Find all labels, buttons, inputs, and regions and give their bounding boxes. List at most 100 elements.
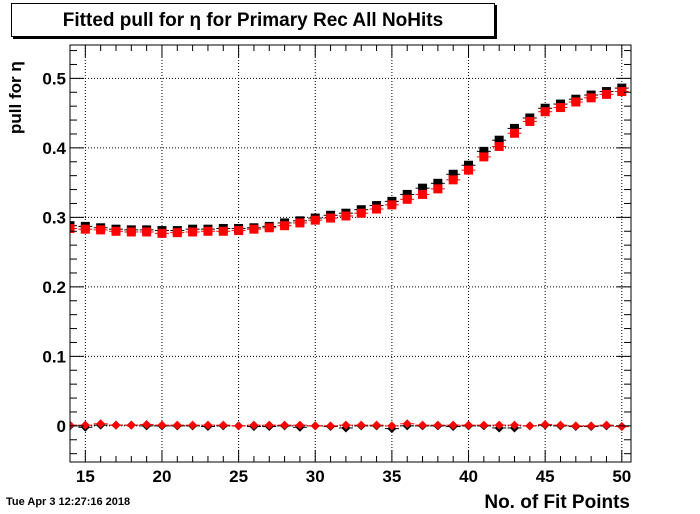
data-point [172, 420, 182, 430]
data-point [510, 420, 520, 430]
data-point [464, 420, 474, 430]
data-point [326, 213, 336, 223]
tick-labels: 15 20 25 30 35 40 45 50 0 0.1 0.2 0.3 0.4 0.5 [42, 69, 631, 486]
data-point [433, 184, 443, 194]
data-point [188, 227, 198, 237]
data-point [203, 420, 213, 430]
data-point [295, 420, 305, 430]
data-point [464, 165, 474, 175]
data-point [433, 420, 443, 430]
y-tick-label: 0 [57, 417, 66, 436]
data-point [540, 107, 550, 117]
data-point [494, 135, 504, 145]
timestamp: Tue Apr 3 12:27:16 2018 [6, 496, 131, 508]
data-point [234, 226, 244, 236]
data-point [571, 97, 581, 107]
plot-frame [69, 44, 632, 463]
data-point [555, 103, 565, 113]
data-point [188, 420, 198, 430]
data-point [295, 218, 305, 228]
data-point [70, 223, 75, 233]
data-point [341, 420, 351, 430]
x-tick-label: 20 [153, 467, 172, 486]
data-point [601, 420, 611, 430]
data-point [418, 420, 428, 430]
data-point [387, 421, 397, 431]
data-point [310, 421, 320, 431]
data-point [525, 116, 535, 126]
data-point [111, 420, 121, 430]
data-point [402, 419, 412, 429]
data-point [356, 420, 366, 430]
data-point [525, 421, 535, 431]
y-tick-label: 0.3 [42, 208, 66, 227]
data-markers [70, 83, 629, 434]
data-point [80, 420, 90, 430]
data-point [464, 160, 474, 170]
data-point [540, 419, 550, 429]
data-point [96, 225, 106, 235]
data-point [218, 420, 228, 430]
data-point [601, 89, 611, 99]
axis-ticks [69, 45, 631, 462]
x-tick-label: 35 [382, 467, 401, 486]
data-point [96, 419, 106, 429]
data-point [494, 420, 504, 430]
data-point [126, 420, 136, 430]
data-point [249, 420, 259, 430]
data-point [418, 189, 428, 199]
y-tick-label: 0.4 [42, 139, 66, 158]
data-point [555, 420, 565, 430]
data-point [70, 420, 75, 430]
data-point [402, 194, 412, 204]
data-point [249, 224, 259, 234]
data-point [372, 420, 382, 430]
x-tick-label: 45 [536, 467, 555, 486]
data-point [479, 146, 489, 156]
data-point [387, 200, 397, 210]
data-point [586, 93, 596, 103]
data-point [280, 221, 290, 231]
series-2 [70, 87, 629, 238]
data-point [310, 215, 320, 225]
data-point [448, 169, 458, 179]
data-point [142, 227, 152, 237]
x-tick-label: 30 [306, 467, 325, 486]
data-point [418, 183, 428, 193]
y-tick-label: 0.5 [42, 69, 66, 88]
data-point [234, 421, 244, 431]
x-tick-label: 15 [76, 467, 95, 486]
y-tick-label: 0.1 [42, 347, 66, 366]
data-point [448, 420, 458, 430]
data-point [157, 420, 167, 430]
data-point [510, 128, 520, 138]
data-point [586, 421, 596, 431]
data-point [280, 420, 290, 430]
data-point [433, 178, 443, 188]
data-point [264, 223, 274, 233]
data-point [264, 420, 274, 430]
x-axis-label: No. of Fit Points [484, 492, 630, 513]
x-tick-label: 40 [459, 467, 478, 486]
title-box: Fitted pull for η for Primary Rec All No… [11, 3, 495, 37]
data-point [111, 226, 121, 236]
data-point [479, 420, 489, 430]
data-point [126, 227, 136, 237]
data-point [203, 226, 213, 236]
data-point [356, 208, 366, 218]
y-axis-label: pull for η [6, 61, 25, 134]
data-point [448, 175, 458, 185]
data-point [402, 189, 412, 199]
data-point [80, 224, 90, 234]
data-point [172, 228, 182, 238]
data-point [142, 419, 152, 429]
data-point [372, 204, 382, 214]
data-point [571, 421, 581, 431]
x-tick-label: 25 [229, 467, 248, 486]
data-point [510, 123, 520, 133]
data-point [617, 422, 627, 432]
data-point [326, 421, 336, 431]
data-point [494, 141, 504, 151]
data-point [218, 226, 228, 236]
